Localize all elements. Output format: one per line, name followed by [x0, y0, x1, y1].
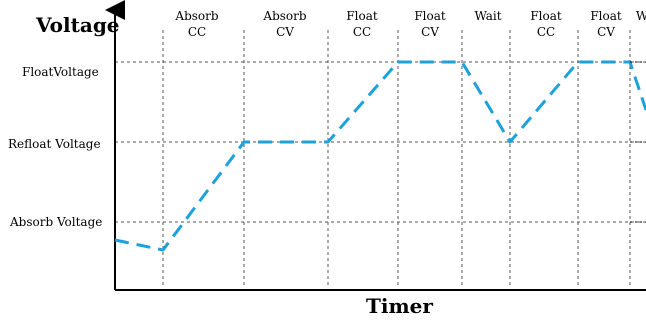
phase-label-line2: CV	[276, 25, 294, 39]
phase-label-line1: Absorb	[174, 9, 218, 23]
phase-label-line1: Wait	[474, 9, 501, 23]
y-level-label-refloat: Refloat Voltage	[8, 137, 101, 151]
voltage-series-line	[114, 60, 646, 252]
phase-label-line1: Float	[414, 9, 446, 23]
y-level-label-float: FloatVoltage	[22, 65, 99, 79]
phase-label-line1: Float	[590, 9, 622, 23]
phase-label-line2: CC	[537, 25, 555, 39]
phase-label-line1: Absorb	[262, 9, 306, 23]
phase-label-line2: CV	[421, 25, 439, 39]
phase-label-line2: CC	[353, 25, 371, 39]
phase-label-line1: Float	[346, 9, 378, 23]
phase-label-line1: Float	[530, 9, 562, 23]
y-axis-label: Voltage	[35, 13, 120, 37]
phase-label-line1: W	[636, 9, 646, 23]
grid	[115, 30, 646, 288]
phase-label-line2: CC	[188, 25, 206, 39]
x-axis-label: Timer	[366, 294, 433, 318]
y-level-label-absorb: Absorb Voltage	[9, 215, 102, 229]
phase-labels: Absorb CC Absorb CV Float CC Float CV Wait Float C…	[174, 9, 646, 39]
phase-label-line2: CV	[597, 25, 615, 39]
